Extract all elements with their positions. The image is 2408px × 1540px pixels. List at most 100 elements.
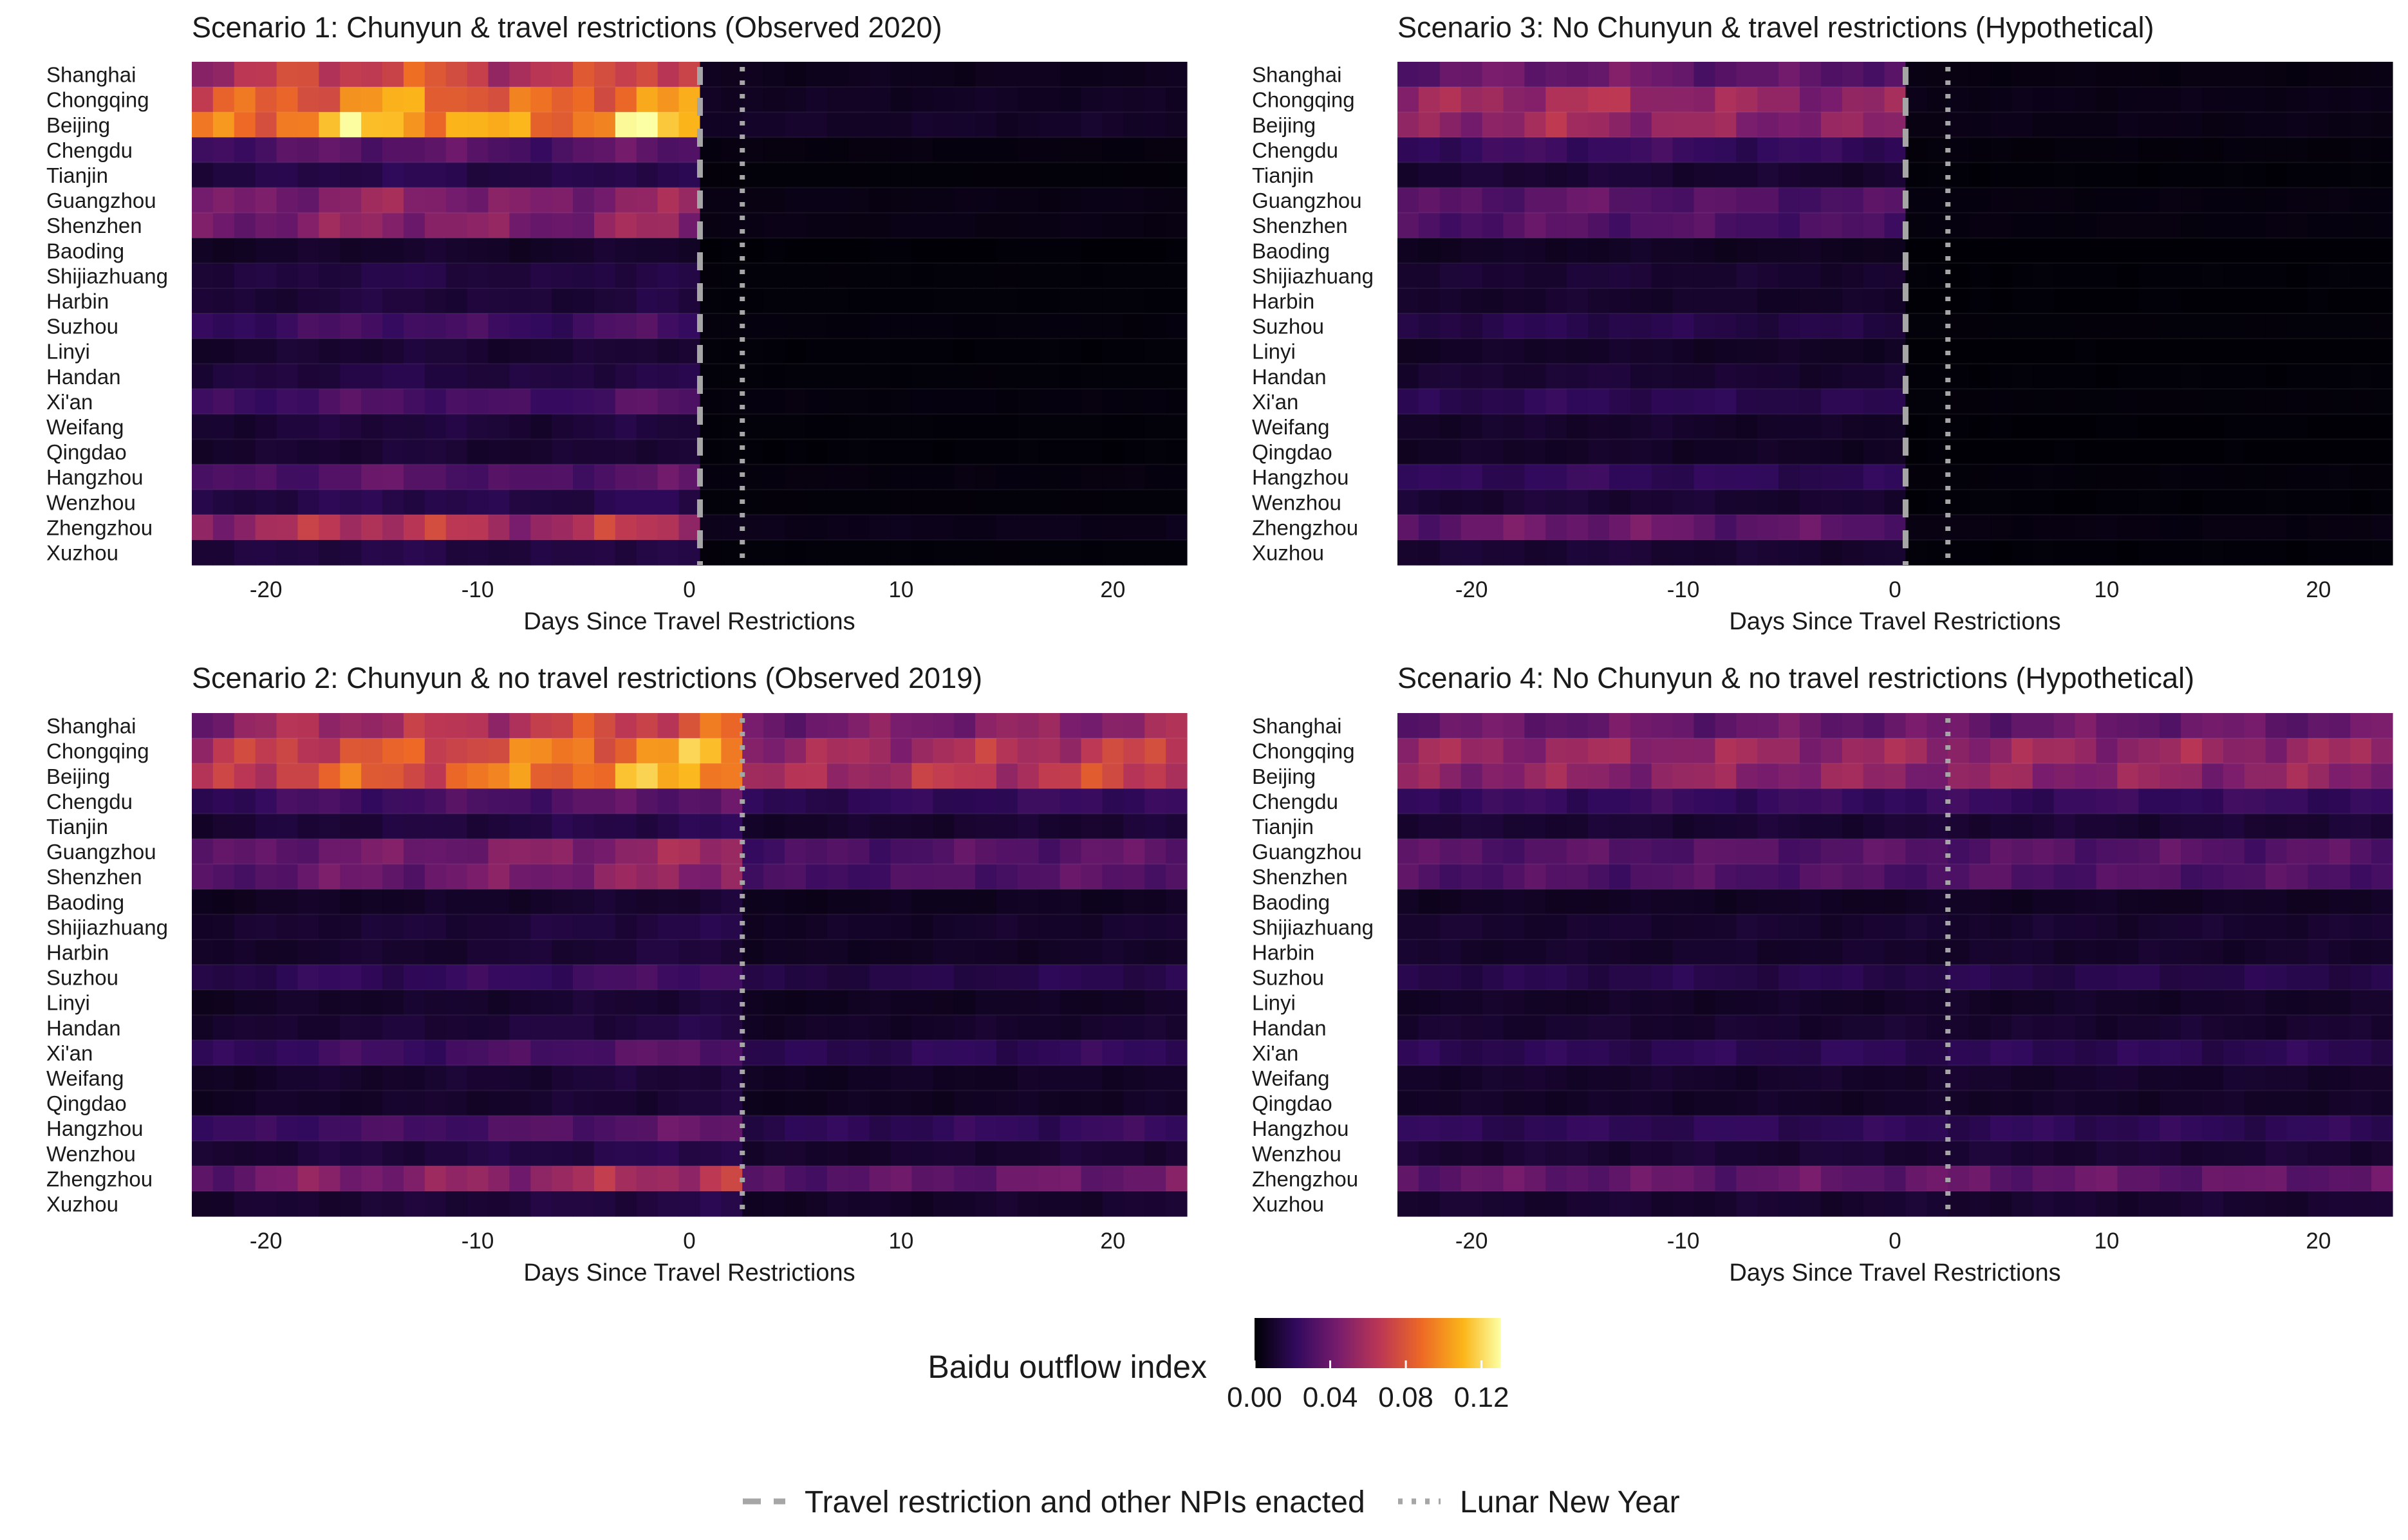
heatmap-cell xyxy=(1715,1165,1737,1192)
heatmap-cell xyxy=(2053,763,2076,789)
heatmap-cell xyxy=(1651,939,1674,965)
heatmap-cell xyxy=(212,1140,235,1167)
heatmap-cell xyxy=(1694,514,1715,541)
heatmap-cell xyxy=(2308,464,2329,490)
heatmap-cell xyxy=(1905,389,1927,414)
heatmap-cell xyxy=(552,62,574,88)
heatmap-cell xyxy=(509,1015,531,1041)
heatmap-cell xyxy=(1905,889,1927,915)
heatmap-cell xyxy=(276,813,299,840)
heatmap-cell xyxy=(2117,87,2139,113)
heatmap-cell xyxy=(1778,364,1800,389)
heatmap-row xyxy=(1397,763,2393,789)
heatmap-cell xyxy=(488,1140,510,1167)
heatmap-cell xyxy=(1630,788,1652,814)
x-tick-label: -20 xyxy=(250,577,283,602)
heatmap-cell xyxy=(785,464,807,490)
heatmap-cell xyxy=(2265,237,2288,264)
heatmap-cell xyxy=(593,813,616,840)
heatmap-cell xyxy=(2160,87,2181,113)
heatmap-cell xyxy=(1820,389,1843,414)
heatmap-cell xyxy=(1842,389,1864,414)
heatmap-cell xyxy=(954,763,976,789)
heatmap-cell xyxy=(826,162,849,189)
heatmap-cell xyxy=(785,1140,807,1167)
heatmap-cell xyxy=(2371,414,2393,440)
heatmap-cell xyxy=(2308,813,2329,840)
heatmap-cell xyxy=(2181,889,2203,915)
heatmap-cell xyxy=(954,813,976,840)
heatmap-cell xyxy=(552,1115,574,1142)
heatmap-row xyxy=(1397,313,2393,339)
heatmap-cell xyxy=(890,1165,912,1192)
heatmap-cell xyxy=(2117,1090,2139,1117)
heatmap-cell xyxy=(530,763,552,789)
heatmap-cell xyxy=(361,889,383,915)
heatmap-cell xyxy=(742,1040,764,1066)
heatmap-cell xyxy=(2350,939,2372,965)
heatmap-cell xyxy=(763,788,785,814)
heatmap-cell xyxy=(890,389,912,414)
heatmap-cell xyxy=(1969,263,1991,289)
heatmap-cell xyxy=(1545,288,1567,314)
heatmap-cell xyxy=(1397,1015,1419,1041)
heatmap-cell xyxy=(467,364,489,389)
heatmap-cell xyxy=(424,539,447,566)
heatmap-cell xyxy=(2244,137,2266,163)
heatmap-cell xyxy=(2096,288,2118,314)
heatmap-row xyxy=(192,1065,1188,1091)
heatmap-cell xyxy=(488,439,510,465)
heatmap-cell xyxy=(1609,263,1631,289)
heatmap-cell xyxy=(1567,237,1589,264)
heatmap-cell xyxy=(1144,1115,1166,1142)
heatmap-cell xyxy=(657,1015,680,1041)
heatmap-cell xyxy=(2138,489,2160,515)
heatmap-cell xyxy=(2138,813,2160,840)
heatmap-cell xyxy=(382,864,404,890)
heatmap-cell xyxy=(890,1040,912,1066)
heatmap-cell xyxy=(1081,137,1103,163)
heatmap-cell xyxy=(805,539,828,566)
heatmap-cell xyxy=(763,62,785,88)
heatmap-cell xyxy=(1144,514,1166,541)
heatmap-cell xyxy=(933,489,955,515)
heatmap-cell xyxy=(2011,864,2033,890)
heatmap-cell xyxy=(1545,464,1567,490)
heatmap-cell xyxy=(742,263,764,289)
heatmap-cell xyxy=(552,738,574,764)
heatmap-cell xyxy=(1144,1191,1166,1217)
heatmap-cell xyxy=(1884,514,1907,541)
heatmap-cell xyxy=(340,738,362,764)
heatmap-cell xyxy=(361,339,383,364)
heatmap-cell xyxy=(361,414,383,440)
heatmap-cell xyxy=(2075,162,2097,189)
heatmap-cell xyxy=(382,62,404,88)
heatmap-cell xyxy=(1123,763,1145,789)
heatmap-cell xyxy=(2350,738,2372,764)
heatmap-cell xyxy=(467,788,489,814)
heatmap-cell xyxy=(2286,738,2309,764)
heatmap-cell xyxy=(424,1065,447,1091)
heatmap-cell xyxy=(1609,839,1631,865)
heatmap-cell xyxy=(361,813,383,840)
heatmap-cell xyxy=(530,137,552,163)
heatmap-cell xyxy=(2032,237,2055,264)
heatmap-cell xyxy=(1166,1015,1188,1041)
heatmap-cell xyxy=(297,1140,319,1167)
heatmap-cell xyxy=(2032,514,2055,541)
heatmap-cell xyxy=(255,1015,277,1041)
heatmap-cell xyxy=(1524,364,1546,389)
heatmap-cell xyxy=(1990,1065,2012,1091)
heatmap-cell xyxy=(340,414,362,440)
heatmap-cell xyxy=(382,813,404,840)
heatmap-cell xyxy=(1715,965,1737,990)
heatmap-cell xyxy=(593,389,616,414)
heatmap-cell xyxy=(742,389,764,414)
heatmap-cell xyxy=(1439,263,1462,289)
heatmap-cell xyxy=(192,439,214,465)
heatmap-cell xyxy=(1418,1165,1441,1192)
heatmap-cell xyxy=(1694,1165,1715,1192)
heatmap-cell xyxy=(2096,339,2118,364)
heatmap-cell xyxy=(1545,939,1567,965)
heatmap-cell xyxy=(933,1165,955,1192)
